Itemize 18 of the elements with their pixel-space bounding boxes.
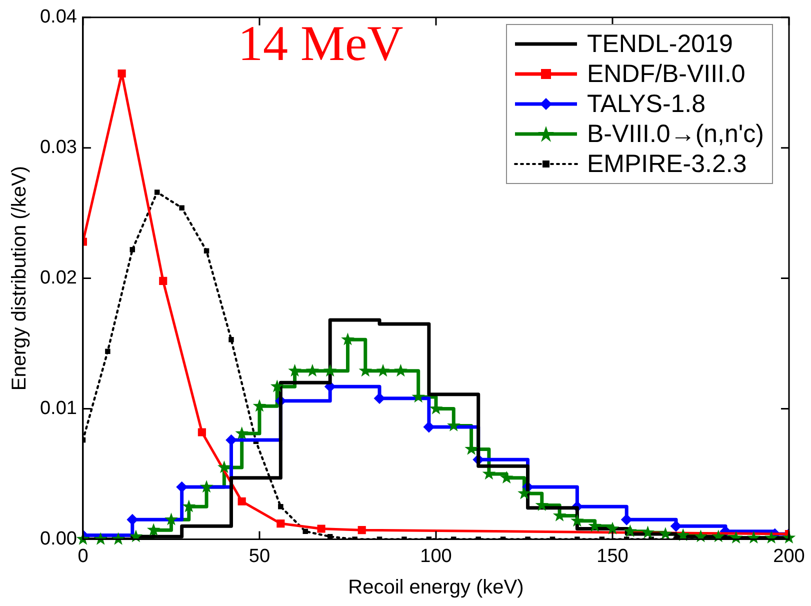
legend-label: TALYS-1.8 — [586, 89, 706, 119]
x-tick-label: 100 — [420, 546, 452, 567]
x-axis-title: Recoil energy (keV) — [348, 576, 524, 599]
annotation: 14 MeV — [238, 14, 404, 72]
x-tick-label: 0 — [78, 546, 88, 567]
legend-label: B-VIII.0→(n,n'c) — [586, 119, 764, 149]
y-tick-label: 0.00 — [40, 528, 77, 550]
y-axis-title: Energy distribution (/keV) — [8, 166, 31, 391]
x-tick-label: 150 — [596, 546, 628, 567]
legend-label: ENDF/B-VIII.0 — [586, 59, 746, 89]
y-tick-label: 0.01 — [40, 398, 77, 419]
y-tick-label: 0.03 — [40, 137, 77, 158]
legend-label: EMPIRE-3.2.3 — [586, 149, 747, 179]
legend-label: TENDL-2019 — [586, 29, 733, 59]
x-tick-label: 200 — [773, 546, 805, 567]
y-tick-label: 0.04 — [40, 6, 78, 28]
x-tick-label: 50 — [248, 546, 270, 567]
y-tick-label: 0.02 — [40, 268, 77, 289]
